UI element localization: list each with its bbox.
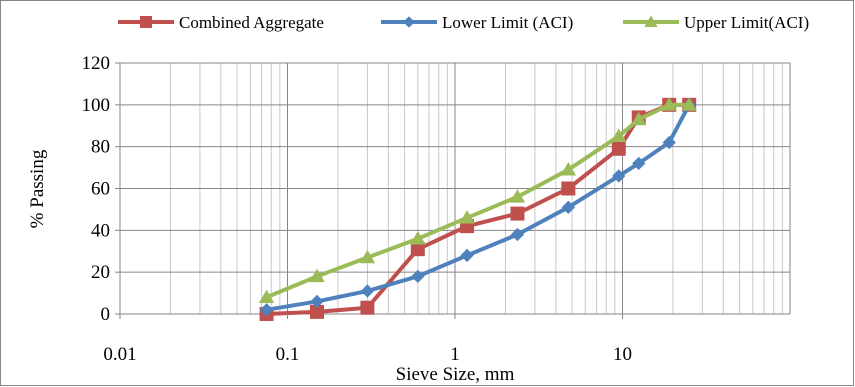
data-point: [309, 304, 324, 319]
legend-marker: [403, 16, 415, 28]
data-point: [359, 249, 376, 264]
y-tick-label: 100: [82, 95, 111, 116]
y-tick-label: 120: [82, 53, 111, 74]
data-point: [360, 284, 375, 298]
data-point: [611, 128, 627, 142]
y-tick-label: 20: [91, 262, 110, 283]
data-point: [259, 303, 274, 317]
data-point: [632, 156, 646, 171]
legend-entry-2: Lower Limit (ACI): [381, 13, 573, 32]
x-tick-label: 10: [613, 344, 632, 365]
data-point: [661, 97, 677, 111]
data-point: [561, 200, 575, 214]
data-point: [460, 248, 474, 263]
plot-area: [119, 62, 791, 321]
data-point: [510, 227, 525, 242]
legend-label: Lower Limit (ACI): [442, 13, 573, 32]
y-tick-label: 0: [101, 304, 111, 325]
y-tick-label: 60: [91, 179, 110, 200]
data-point: [510, 206, 525, 221]
series-layer: [258, 97, 697, 321]
x-axis-ticks: 0.01 0.1 1 10: [103, 314, 632, 365]
data-point: [509, 189, 526, 203]
data-point: [360, 300, 375, 315]
legend-label: Upper Limit(ACI): [684, 13, 809, 32]
data-point: [310, 294, 324, 309]
x-tick-label: 1: [450, 344, 460, 365]
data-point: [681, 97, 697, 111]
x-axis-title: Sieve Size, mm: [396, 364, 515, 385]
x-tick-label: 0.1: [276, 344, 300, 365]
data-point: [612, 169, 626, 183]
y-axis-ticks: 0 20 40 60 80 100 120: [82, 53, 120, 325]
data-point: [309, 268, 325, 283]
data-point: [410, 231, 426, 245]
y-axis-title: % Passing: [27, 149, 48, 228]
legend: Combined Aggregate Lower Limit (ACI) Upper…: [118, 13, 809, 32]
series-3: [258, 97, 697, 304]
data-point: [560, 161, 577, 176]
legend-marker: [644, 15, 658, 27]
legend-label: Combined Aggregate: [179, 13, 324, 32]
series-2: [259, 98, 696, 317]
data-point: [410, 242, 425, 257]
legend-marker: [140, 16, 152, 28]
x-tick-label: 0.01: [103, 344, 136, 365]
data-point: [411, 269, 425, 283]
data-point: [561, 181, 576, 196]
data-point: [459, 210, 475, 224]
data-point: [258, 289, 275, 304]
data-point: [631, 111, 647, 126]
legend-entry-3: Upper Limit(ACI): [623, 13, 809, 32]
data-point: [611, 141, 626, 156]
data-point: [662, 135, 676, 150]
legend-entry-1: Combined Aggregate: [118, 13, 324, 32]
y-tick-label: 40: [91, 220, 110, 241]
y-tick-label: 80: [91, 137, 110, 158]
